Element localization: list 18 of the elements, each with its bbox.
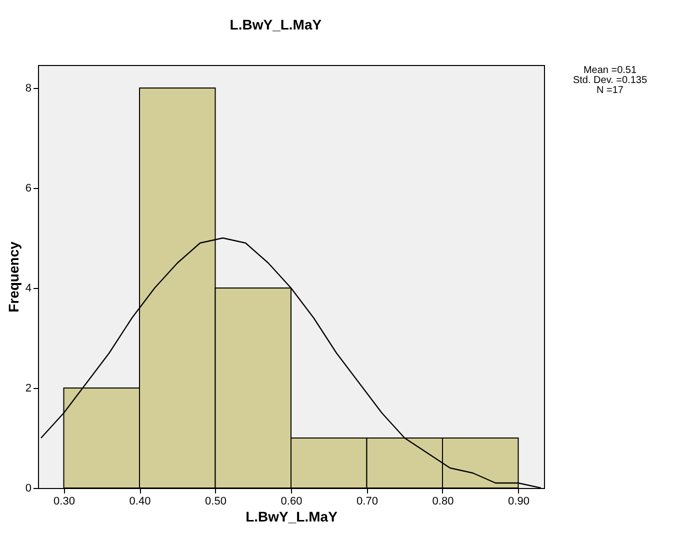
text: N =17 — [596, 85, 624, 96]
x-tick-label: 0.80 — [432, 496, 454, 508]
y-tick-label: 8 — [25, 82, 32, 94]
x-tick-label: 0.50 — [205, 496, 226, 508]
x-tick-label: 0.60 — [280, 496, 302, 508]
x-tick-label: 0.70 — [356, 496, 378, 508]
text: Mean =0.51 — [583, 65, 637, 76]
text: Std. Dev. =0.135 — [572, 75, 648, 86]
y-tick-label: 4 — [25, 282, 32, 294]
x-tick-label: 0.90 — [508, 496, 530, 508]
x-tick-label: 0.40 — [129, 496, 151, 508]
y-tick-label: 6 — [25, 182, 32, 194]
y-axis-title: Frequency — [5, 241, 22, 312]
chart-title: L.BwY_L.MaY — [230, 16, 322, 32]
y-tick-label: 2 — [25, 382, 32, 394]
x-tick-label: 0.30 — [54, 496, 75, 508]
y-tick-label: 0 — [25, 482, 32, 494]
x-axis-title: L.BwY_L.MaY — [246, 508, 338, 524]
